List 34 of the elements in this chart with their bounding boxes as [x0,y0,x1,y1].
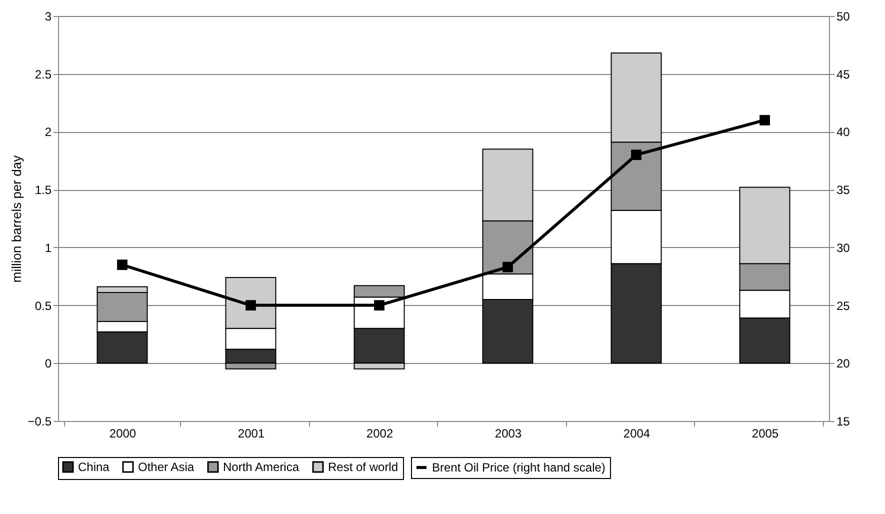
x-tick-label: 2000 [109,426,136,440]
x-tick-label: 2005 [752,426,779,440]
point [246,300,256,310]
x-tick-label: 2002 [366,426,394,440]
y-tick-label: 1 [44,240,52,255]
legend-label: Other Asia [138,460,194,474]
y-tick-label: 2.5 [34,67,52,82]
legend-label: Rest of world [328,460,398,474]
y-axis-title: million barrels per day [8,154,24,283]
y-tick-label: 3 [44,10,52,24]
point [117,260,128,270]
y2-tick-label: 35 [836,183,850,198]
x-tick-label: 2001 [238,426,265,440]
point [374,300,384,310]
y2-tick-label: 30 [836,240,850,255]
point [760,114,770,126]
x-tick-label: 2003 [494,426,522,440]
point [631,150,642,160]
y2-tick-label: 15 [836,414,850,428]
y-tick-label: 0 [44,356,52,371]
legend-label: Brent Oil Price (right hand scale) [432,460,606,474]
x-tick-label: 2004 [623,426,650,440]
y-tick-label: 0.5 [34,298,52,313]
y-tick-label: −0.5 [28,414,52,428]
legend-label: China [78,460,110,474]
y2-tick-label: 45 [836,67,850,82]
y2-tick-label: 25 [836,298,850,313]
y2-tick-label: 20 [836,356,850,371]
legend-label: North America [223,460,300,474]
y-tick-label: 1.5 [34,183,52,198]
y2-tick-label: 40 [836,125,850,140]
point [502,262,513,272]
y2-tick-label: 50 [836,10,850,24]
y-tick-label: 2 [44,125,52,140]
